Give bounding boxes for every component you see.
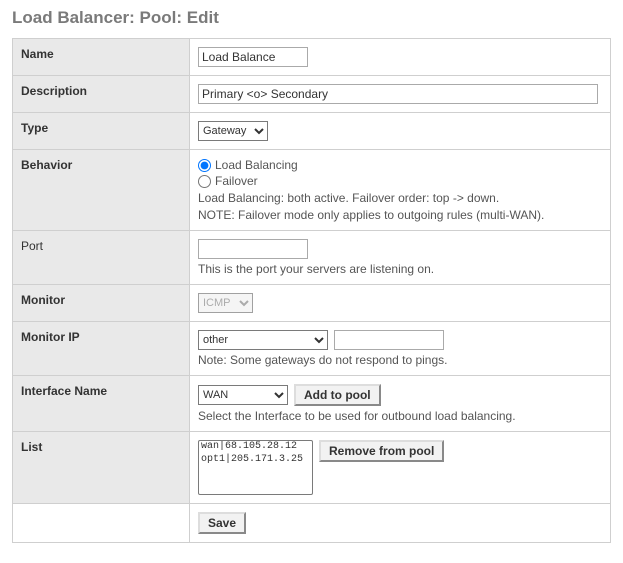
- save-button[interactable]: Save: [198, 512, 246, 534]
- name-input[interactable]: [198, 47, 308, 67]
- label-list: List: [13, 432, 190, 504]
- form-table: Name Description Type Gateway Behavior: [12, 38, 611, 543]
- label-port: Port: [13, 231, 190, 285]
- label-name: Name: [13, 39, 190, 76]
- monitor-ip-input[interactable]: [334, 330, 444, 350]
- interface-select[interactable]: WAN: [198, 385, 288, 405]
- label-monitor: Monitor: [13, 285, 190, 322]
- label-behavior: Behavior: [13, 150, 190, 231]
- label-interface-name: Interface Name: [13, 376, 190, 432]
- save-spacer: [13, 504, 190, 543]
- label-description: Description: [13, 76, 190, 113]
- behavior-help-2: NOTE: Failover mode only applies to outg…: [198, 208, 602, 222]
- pool-list-item[interactable]: opt1|205.171.3.25: [199, 454, 312, 467]
- behavior-help-1: Load Balancing: both active. Failover or…: [198, 191, 602, 205]
- label-monitor-ip: Monitor IP: [13, 322, 190, 376]
- port-input: [198, 239, 308, 259]
- pool-list-item[interactable]: wan|68.105.28.12: [199, 441, 312, 454]
- behavior-radio-failover[interactable]: [198, 175, 211, 188]
- add-to-pool-button[interactable]: Add to pool: [294, 384, 381, 406]
- monitor-select: ICMP: [198, 293, 253, 313]
- label-type: Type: [13, 113, 190, 150]
- type-select[interactable]: Gateway: [198, 121, 268, 141]
- pool-list[interactable]: wan|68.105.28.12 opt1|205.171.3.25: [198, 440, 313, 495]
- behavior-label-load-balancing: Load Balancing: [215, 158, 298, 172]
- monitor-ip-select[interactable]: other: [198, 330, 328, 350]
- port-help: This is the port your servers are listen…: [198, 262, 602, 276]
- monitor-ip-help: Note: Some gateways do not respond to pi…: [198, 353, 602, 367]
- behavior-radio-load-balancing[interactable]: [198, 159, 211, 172]
- page-title: Load Balancer: Pool: Edit: [12, 8, 611, 28]
- remove-from-pool-button[interactable]: Remove from pool: [319, 440, 444, 462]
- behavior-label-failover: Failover: [215, 174, 258, 188]
- interface-help: Select the Interface to be used for outb…: [198, 409, 602, 423]
- description-input[interactable]: [198, 84, 598, 104]
